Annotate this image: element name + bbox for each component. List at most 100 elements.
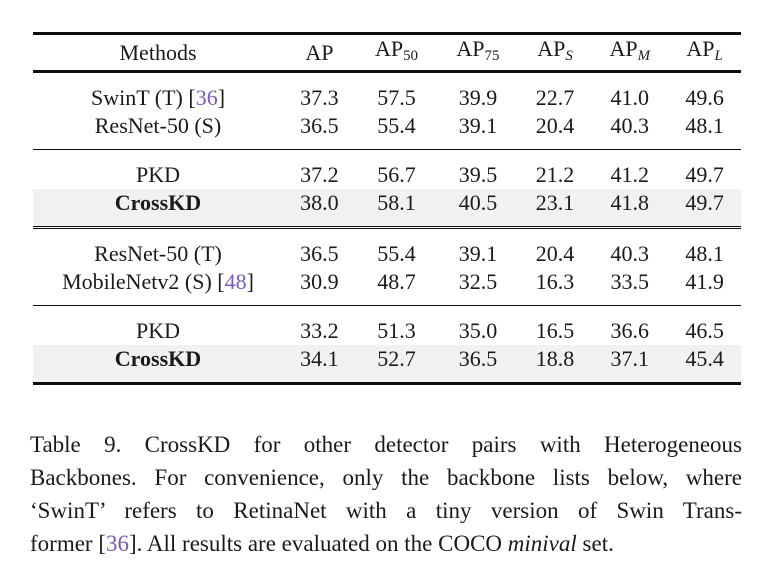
caption-text: Backbones. For convenience, only the bac… (30, 465, 742, 490)
citation-bracket: ] (217, 85, 226, 111)
value-cell: 48.7 (377, 269, 416, 295)
value-cell: 36.5 (458, 346, 498, 372)
results-table: Methods AP AP50 AP75 APS APM APL SwinT (T) [36… (33, 32, 741, 386)
value-cell: 52.7 (377, 346, 416, 372)
value-cell: 22.7 (535, 85, 575, 111)
column-header-apm: APM (591, 34, 668, 72)
value-cell: 34.1 (300, 346, 339, 372)
column-header-apl: APL (668, 34, 741, 72)
value-cell: 41.8 (610, 190, 650, 216)
value-cell: 46.5 (685, 318, 724, 344)
value-cell: 30.9 (300, 269, 339, 295)
value-cell: 39.1 (458, 113, 498, 139)
column-header-ap50: AP50 (356, 34, 437, 72)
column-header-label: AP (374, 36, 404, 61)
column-header-aps: APS (519, 34, 592, 72)
method-label: SwinT (T) (90, 85, 183, 111)
value-cell: 49.7 (685, 162, 724, 188)
table-row: PKD 33.2 51.3 35.0 16.5 36.6 46.5 (33, 306, 741, 346)
value-cell: 33.5 (610, 269, 650, 295)
table-row: ResNet-50 (S) 36.5 55.4 39.1 20.4 40.3 48.1 (33, 112, 741, 150)
table-row: ResNet-50 (T) 36.5 55.4 39.1 20.4 40.3 48.1 (33, 229, 741, 269)
caption-line: former [36]. All results are evaluated o… (30, 527, 742, 560)
table-row: CrossKD 38.0 58.1 40.5 23.1 41.8 49.7 (33, 189, 741, 227)
value-cell: 41.9 (685, 269, 724, 295)
caption-line: Table 9. CrossKD for other detector pair… (30, 428, 742, 461)
caption-text: set. (576, 531, 614, 556)
value-cell: 16.5 (535, 318, 575, 344)
value-cell: 35.0 (458, 318, 498, 344)
column-header-subscript: S (565, 48, 573, 65)
value-cell: 37.3 (300, 85, 339, 111)
value-cell: 40.5 (458, 190, 498, 216)
method-cell: CrossKD (33, 345, 283, 384)
column-header-ap75: AP75 (437, 34, 518, 72)
method-label: ResNet-50 (T) (94, 241, 222, 267)
method-label: MobileNetv2 (S) (62, 269, 212, 295)
caption-text: ‘SwinT’ refers to RetinaNet with a tiny … (30, 498, 742, 523)
value-cell: 38.0 (300, 190, 339, 216)
caption-text: minival (507, 531, 577, 556)
value-cell: 18.8 (535, 346, 575, 372)
caption-text: former [ (30, 531, 106, 556)
method-label: ResNet-50 (S) (94, 113, 222, 139)
method-label: PKD (135, 162, 180, 188)
value-cell: 55.4 (377, 241, 416, 267)
citation-link[interactable]: 48 (224, 269, 247, 295)
table-row: PKD 37.2 56.7 39.5 21.2 41.2 49.7 (33, 150, 741, 190)
value-cell: 36.5 (300, 113, 339, 139)
caption-text: ]. All results are evaluated on the COCO (129, 531, 508, 556)
method-cell: CrossKD (33, 189, 283, 227)
method-cell: SwinT (T) [36] (33, 72, 283, 113)
value-cell: 36.6 (610, 318, 650, 344)
value-cell: 57.5 (377, 85, 416, 111)
method-cell: PKD (33, 306, 283, 346)
column-header-label: AP (456, 36, 485, 61)
value-cell: 37.1 (610, 346, 650, 372)
column-header-subscript: L (714, 48, 723, 65)
caption-text: Table 9. CrossKD for other detector pair… (30, 432, 742, 457)
caption-line: ‘SwinT’ refers to RetinaNet with a tiny … (30, 494, 742, 527)
table-body: SwinT (T) [36] 37.3 57.5 39.9 22.7 41.0 49.6 Re… (33, 72, 741, 384)
column-header-label: AP (686, 36, 715, 61)
value-cell: 20.4 (535, 241, 575, 267)
value-cell: 49.6 (685, 85, 724, 111)
citation-bracket: [ (211, 269, 225, 295)
value-cell: 36.5 (300, 241, 339, 267)
method-cell: PKD (33, 150, 283, 190)
value-cell: 39.5 (458, 162, 498, 188)
column-header-ap: AP (283, 34, 356, 72)
column-header-methods: Methods (33, 34, 283, 72)
citation-link[interactable]: 36 (106, 531, 129, 556)
method-label: CrossKD (114, 190, 202, 216)
value-cell: 58.1 (377, 190, 416, 216)
value-cell: 40.3 (610, 113, 650, 139)
value-cell: 20.4 (535, 113, 575, 139)
value-cell: 49.7 (685, 190, 724, 216)
value-cell: 56.7 (377, 162, 416, 188)
table-row: MobileNetv2 (S) [48] 30.9 48.7 32.5 16.3 33.5… (33, 268, 741, 306)
method-label: PKD (135, 318, 180, 344)
value-cell: 48.1 (685, 113, 724, 139)
column-header-subscript: 50 (403, 48, 419, 65)
value-cell: 32.5 (458, 269, 498, 295)
caption-line: Backbones. For convenience, only the bac… (30, 461, 742, 494)
table-header: Methods AP AP50 AP75 APS APM APL (33, 33, 741, 72)
method-cell: ResNet-50 (S) (33, 112, 283, 150)
method-label: CrossKD (114, 346, 202, 372)
value-cell: 45.4 (685, 346, 724, 372)
method-cell: ResNet-50 (T) (33, 229, 283, 269)
column-header-label: AP (537, 36, 566, 61)
header-row: Methods AP AP50 AP75 APS APM APL (33, 33, 741, 72)
citation-bracket: ] (246, 269, 254, 295)
value-cell: 51.3 (377, 318, 416, 344)
value-cell: 39.9 (458, 85, 498, 111)
citation-link[interactable]: 36 (195, 85, 218, 111)
value-cell: 41.2 (610, 162, 650, 188)
value-cell: 16.3 (535, 269, 575, 295)
double-rule (33, 226, 741, 230)
table-caption: Table 9. CrossKD for other detector pair… (30, 428, 742, 560)
column-header-label: AP (305, 39, 334, 65)
value-cell: 55.4 (377, 113, 416, 139)
